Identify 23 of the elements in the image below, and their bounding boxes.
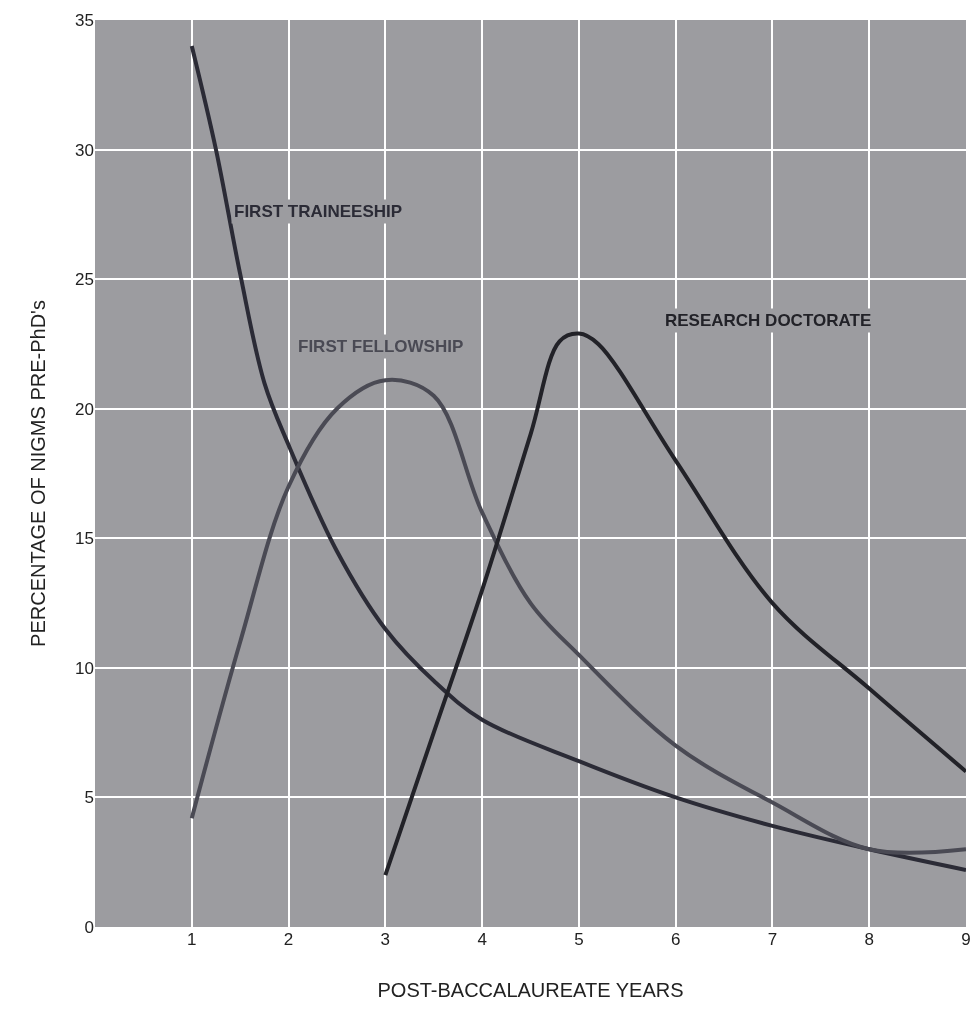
x-tick-label: 8 xyxy=(864,930,874,949)
x-tick-label: 4 xyxy=(477,930,487,949)
x-tick-label: 1 xyxy=(187,930,197,949)
x-tick-label: 6 xyxy=(670,930,681,949)
line-series xyxy=(189,43,966,872)
y-axis-title: PERCENTAGE OF NIGMS PRE-PhD's xyxy=(27,300,49,647)
y-tick-label: 15 xyxy=(75,529,94,549)
y-tick-label: 10 xyxy=(75,658,94,678)
y-tick-label: 25 xyxy=(75,270,94,290)
y-tick-label: 5 xyxy=(84,788,94,808)
x-axis-title: POST-BACCALAUREATE YEARS xyxy=(377,979,684,1001)
x-tick-label: 3 xyxy=(380,930,391,949)
text: FIRST FELLOWSHIP xyxy=(298,337,464,356)
y-tick-label: 35 xyxy=(75,10,94,30)
y-tick-label: 30 xyxy=(75,140,94,160)
y-tick-label: 20 xyxy=(75,399,94,419)
series-label: FIRST TRAINEESHIP xyxy=(234,202,403,221)
x-tick-label: 7 xyxy=(767,930,778,949)
x-tick-label: 2 xyxy=(283,930,294,949)
text: RESEARCH DOCTORATE xyxy=(665,311,872,330)
x-tick-label: 9 xyxy=(961,930,971,949)
x-tick-label: 5 xyxy=(574,930,584,949)
y-tick-label: 0 xyxy=(84,917,94,937)
